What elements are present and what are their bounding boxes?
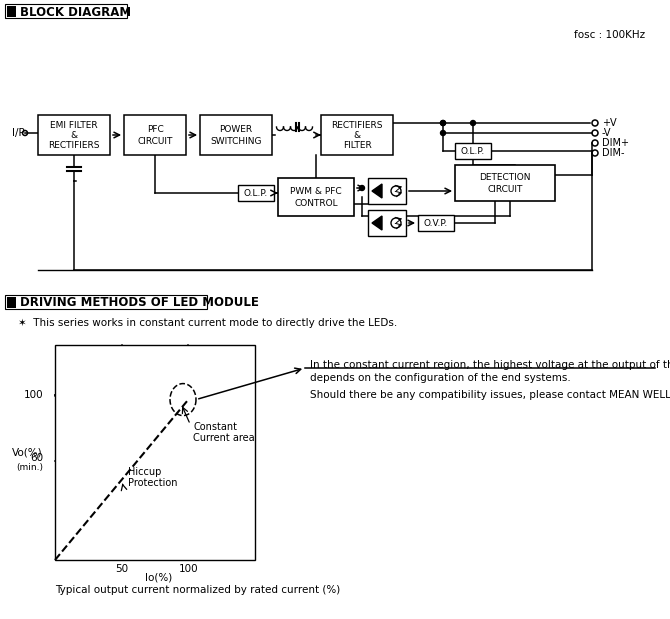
Text: O.L.P.: O.L.P. bbox=[244, 189, 268, 197]
Bar bbox=[7, 6, 16, 17]
Text: PWM & PFC: PWM & PFC bbox=[290, 188, 342, 196]
Text: 100: 100 bbox=[23, 389, 43, 400]
Text: fosc : 100KHz: fosc : 100KHz bbox=[574, 30, 645, 40]
Text: 60: 60 bbox=[30, 452, 43, 463]
Text: DIM-: DIM- bbox=[602, 148, 624, 158]
Text: EMI FILTER: EMI FILTER bbox=[50, 121, 98, 129]
Circle shape bbox=[470, 121, 476, 126]
Text: CONTROL: CONTROL bbox=[294, 199, 338, 207]
Text: CIRCUIT: CIRCUIT bbox=[487, 184, 523, 194]
Text: +V: +V bbox=[602, 118, 616, 128]
Circle shape bbox=[440, 131, 446, 136]
Bar bbox=[124, 115, 186, 155]
Text: &: & bbox=[70, 131, 78, 139]
Text: BLOCK DIAGRAM: BLOCK DIAGRAM bbox=[20, 6, 131, 19]
Bar bbox=[238, 185, 274, 201]
Text: Vo(%): Vo(%) bbox=[11, 448, 42, 457]
Bar bbox=[455, 143, 491, 159]
Text: &: & bbox=[354, 131, 360, 139]
Polygon shape bbox=[372, 216, 382, 230]
Bar bbox=[418, 215, 454, 231]
Text: RECTIFIERS: RECTIFIERS bbox=[48, 141, 100, 150]
Bar bbox=[278, 178, 354, 216]
Text: Should there be any compatibility issues, please contact MEAN WELL.: Should there be any compatibility issues… bbox=[310, 390, 670, 400]
Text: 50: 50 bbox=[115, 564, 128, 574]
Polygon shape bbox=[372, 184, 382, 198]
Text: POWER: POWER bbox=[220, 126, 253, 134]
Text: DIM+: DIM+ bbox=[602, 138, 629, 148]
Text: RECTIFIERS: RECTIFIERS bbox=[331, 121, 383, 129]
Text: Constant
Current area: Constant Current area bbox=[194, 422, 255, 443]
Circle shape bbox=[440, 121, 446, 126]
Text: PFC: PFC bbox=[147, 126, 163, 134]
Text: In the constant current region, the highest voltage at the output of the driver: In the constant current region, the high… bbox=[310, 360, 670, 370]
Text: Hiccup
Protection: Hiccup Protection bbox=[129, 467, 178, 488]
Circle shape bbox=[440, 121, 446, 126]
Text: FILTER: FILTER bbox=[342, 141, 371, 150]
Text: ✶  This series works in constant current mode to directly drive the LEDs.: ✶ This series works in constant current … bbox=[18, 318, 397, 328]
Text: O.L.P.: O.L.P. bbox=[461, 147, 485, 155]
Text: DETECTION: DETECTION bbox=[479, 173, 531, 183]
Bar bbox=[200, 115, 272, 155]
Text: Typical output current normalized by rated current (%): Typical output current normalized by rat… bbox=[55, 585, 340, 595]
Bar bbox=[55, 345, 255, 560]
Text: O.V.P.: O.V.P. bbox=[424, 219, 448, 228]
Bar bbox=[38, 115, 110, 155]
Bar bbox=[321, 115, 393, 155]
Bar bbox=[368, 178, 406, 204]
Bar bbox=[455, 165, 555, 201]
Text: I/P: I/P bbox=[12, 128, 25, 138]
Text: DRIVING METHODS OF LED MODULE: DRIVING METHODS OF LED MODULE bbox=[20, 297, 259, 310]
Text: Io(%): Io(%) bbox=[145, 573, 172, 583]
Text: depends on the configuration of the end systems.: depends on the configuration of the end … bbox=[310, 373, 571, 383]
Text: 100: 100 bbox=[178, 564, 198, 574]
Text: CIRCUIT: CIRCUIT bbox=[137, 137, 173, 145]
Bar bbox=[7, 297, 16, 308]
Circle shape bbox=[360, 186, 364, 191]
Text: -V: -V bbox=[602, 128, 612, 138]
Text: (min.): (min.) bbox=[16, 463, 43, 472]
Text: SWITCHING: SWITCHING bbox=[210, 137, 262, 145]
Bar bbox=[368, 210, 406, 236]
